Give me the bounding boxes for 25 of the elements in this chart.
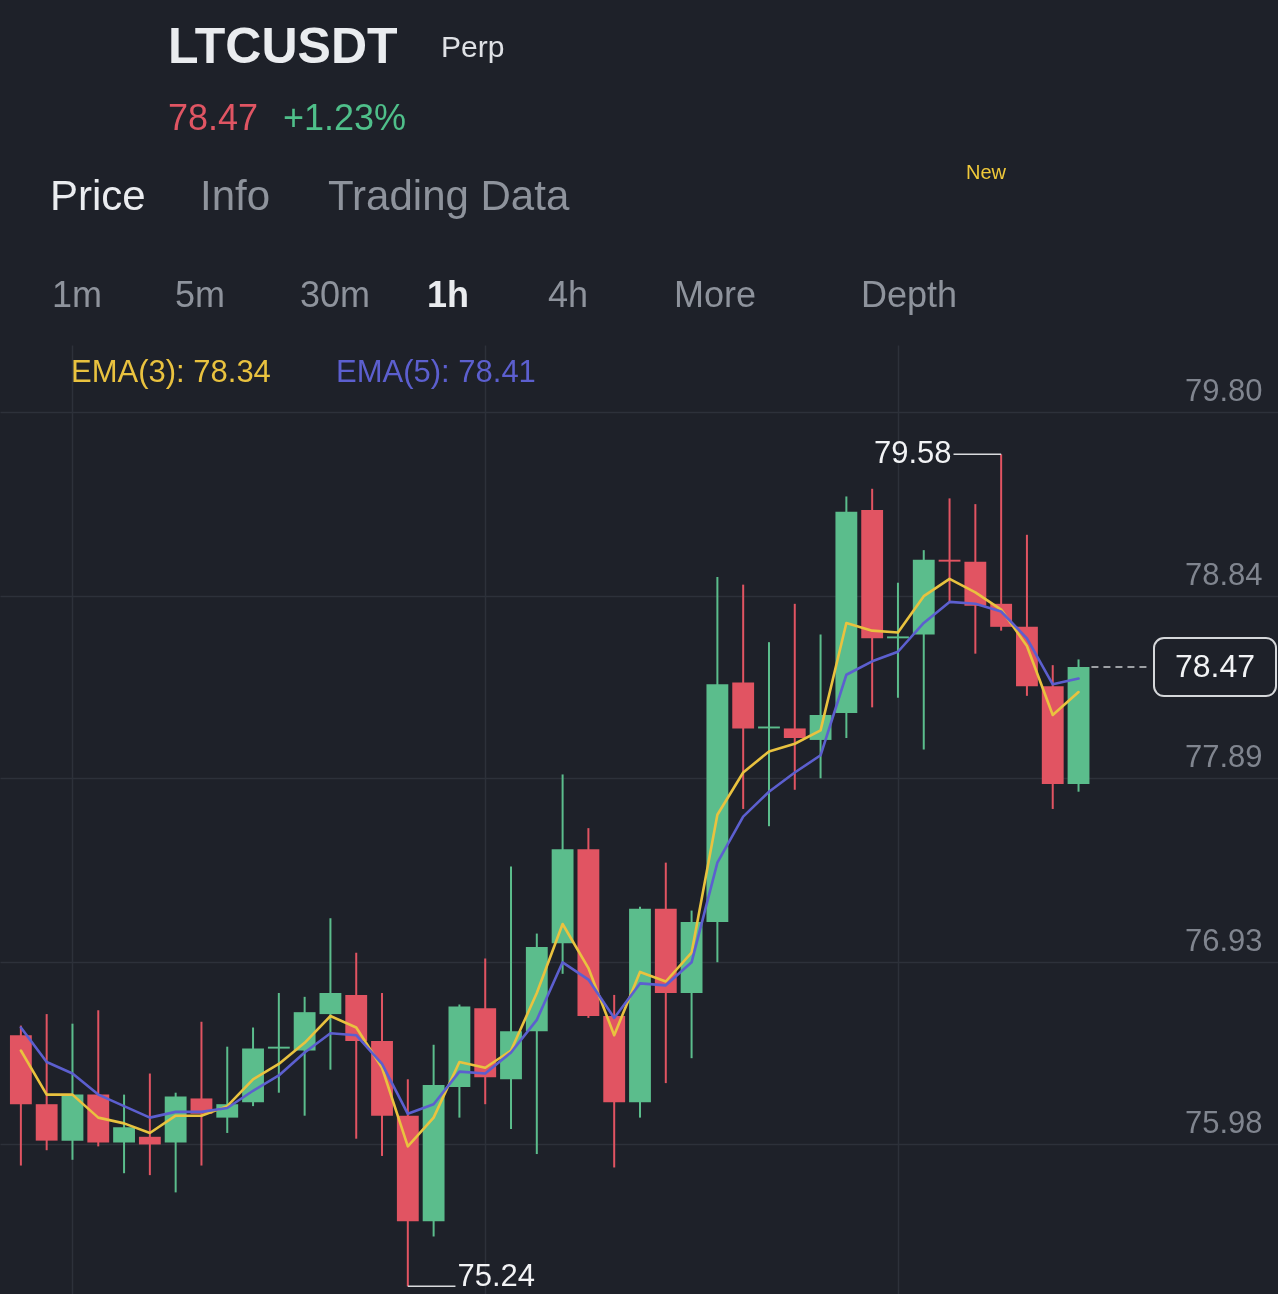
text: EMA(3): 78.34 — [71, 353, 271, 389]
y-tick-label: 76.93 — [1184, 922, 1263, 958]
text: Info — [200, 172, 271, 219]
text: Depth — [861, 274, 958, 315]
y-tick-label: 78.84 — [1184, 556, 1263, 592]
text: New — [965, 161, 1007, 183]
y-tick-label: 75.98 — [1184, 1104, 1263, 1140]
text: +1.23% — [283, 97, 407, 138]
text: 78.47 — [1174, 648, 1256, 685]
text: 4h — [548, 274, 589, 315]
text: 78.47 — [168, 97, 259, 138]
annotation: 79.58 — [873, 435, 952, 471]
annotation: 75.24 — [457, 1258, 536, 1293]
text: Trading Data — [328, 172, 570, 219]
text: 1h — [427, 274, 470, 315]
text: Perp — [441, 30, 505, 63]
chart-title: LTCUSDT — [168, 18, 398, 74]
y-tick-label: 79.80 — [1184, 372, 1263, 408]
text: More — [674, 274, 757, 315]
text: EMA(5): 78.41 — [336, 353, 536, 389]
text: 1m — [52, 274, 103, 315]
text: Price — [50, 172, 146, 219]
text: 30m — [300, 274, 371, 315]
text: 5m — [175, 274, 226, 315]
y-tick-label: 77.89 — [1184, 738, 1263, 774]
